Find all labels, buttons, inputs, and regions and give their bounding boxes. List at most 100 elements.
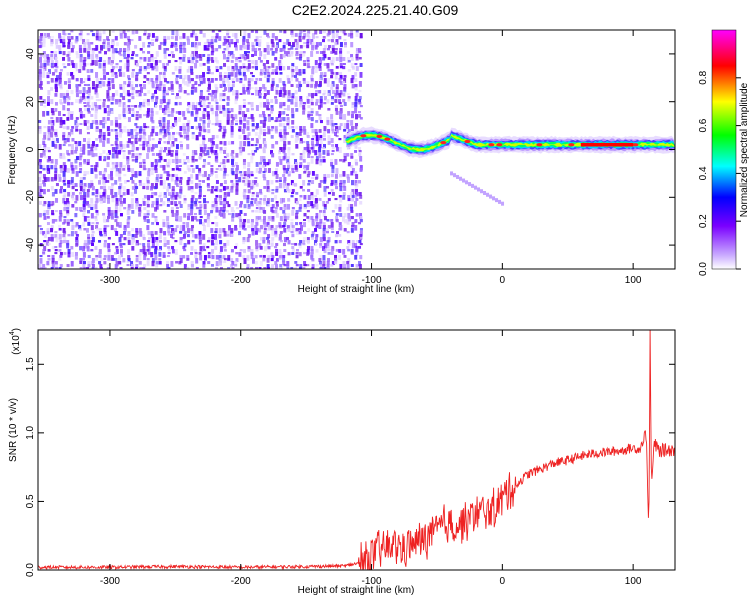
noise-speckle (322, 210, 326, 214)
noise-speckle (243, 258, 247, 264)
noise-speckle (242, 180, 246, 183)
noise-speckle (147, 108, 151, 112)
noise-speckle (310, 192, 314, 196)
noise-speckle (270, 105, 274, 108)
noise-speckle (159, 204, 163, 207)
noise-speckle (134, 105, 138, 108)
noise-speckle (127, 117, 131, 123)
noise-speckle (350, 57, 354, 61)
noise-speckle (178, 165, 182, 168)
noise-speckle (327, 192, 331, 195)
noise-speckle (335, 129, 339, 134)
noise-speckle (123, 63, 127, 69)
noise-speckle (215, 255, 219, 260)
noise-speckle (151, 153, 155, 156)
noise-speckle (315, 189, 319, 195)
noise-speckle (347, 129, 351, 133)
noise-speckle (339, 213, 343, 217)
noise-speckle (334, 123, 338, 126)
noise-speckle (171, 231, 175, 236)
noise-speckle (291, 120, 295, 125)
noise-speckle (91, 87, 95, 90)
noise-speckle (218, 36, 222, 41)
noise-speckle (59, 69, 63, 72)
noise-speckle (98, 255, 102, 258)
noise-speckle (174, 201, 178, 206)
noise-speckle (50, 57, 54, 61)
noise-speckle (127, 255, 131, 260)
noise-speckle (295, 132, 299, 138)
noise-speckle (66, 150, 70, 155)
noise-speckle (102, 123, 106, 129)
noise-speckle (206, 240, 210, 243)
snr-y-ticks: 0.00.51.01.5 (25, 357, 675, 577)
noise-speckle (46, 228, 50, 233)
noise-speckle (46, 60, 50, 66)
noise-speckle (50, 60, 54, 65)
noise-speckle (58, 258, 62, 261)
noise-speckle (262, 237, 266, 242)
noise-speckle (195, 258, 199, 264)
noise-speckle (338, 102, 342, 105)
noise-speckle (75, 99, 79, 103)
noise-speckle (171, 141, 175, 147)
noise-speckle (282, 102, 286, 107)
noise-speckle (162, 201, 166, 206)
noise-speckle (54, 78, 58, 83)
noise-speckle (174, 117, 178, 123)
noise-speckle (271, 264, 275, 268)
noise-speckle (227, 111, 231, 114)
noise-speckle (186, 135, 190, 140)
noise-speckle (347, 99, 351, 102)
noise-speckle (114, 129, 118, 132)
noise-speckle (222, 135, 226, 139)
noise-speckle (255, 90, 259, 96)
noise-speckle (306, 135, 310, 139)
noise-speckle (290, 30, 294, 35)
noise-speckle (175, 168, 179, 171)
noise-speckle (267, 225, 271, 230)
noise-speckle (155, 36, 159, 41)
noise-speckle (306, 60, 310, 63)
noise-speckle (326, 99, 330, 104)
noise-speckle (71, 183, 75, 188)
noise-speckle (135, 258, 139, 263)
noise-speckle (274, 129, 278, 134)
noise-speckle (274, 246, 278, 249)
noise-speckle (342, 180, 346, 184)
noise-speckle (219, 111, 223, 114)
noise-speckle (246, 138, 250, 141)
noise-speckle (258, 90, 262, 96)
noise-speckle (230, 207, 234, 213)
noise-speckle (91, 186, 95, 191)
noise-speckle (226, 114, 230, 120)
snr-scale-exponent: 4 (9, 331, 16, 335)
noise-speckle (243, 57, 247, 61)
noise-speckle (322, 228, 326, 233)
noise-speckle (54, 84, 58, 89)
noise-speckle (159, 108, 163, 111)
noise-speckle (311, 171, 315, 176)
noise-speckle (238, 252, 242, 257)
noise-speckle (255, 207, 259, 210)
noise-speckle (223, 87, 227, 91)
noise-speckle (126, 60, 130, 66)
noise-speckle (294, 243, 298, 246)
noise-speckle (138, 108, 142, 111)
noise-speckle (215, 186, 219, 192)
noise-speckle (99, 267, 103, 269)
noise-speckle (83, 78, 87, 81)
noise-speckle (338, 195, 342, 198)
noise-speckle (259, 255, 263, 258)
noise-speckle (119, 60, 123, 63)
noise-speckle (135, 255, 139, 258)
noise-speckle (174, 180, 178, 185)
noise-speckle (299, 96, 303, 102)
noise-speckle (182, 111, 186, 117)
noise-speckle (287, 189, 291, 193)
noise-speckle (114, 180, 118, 185)
noise-speckle (83, 216, 87, 222)
noise-speckle (306, 99, 310, 104)
noise-speckle (150, 252, 154, 258)
noise-speckle (175, 159, 179, 165)
